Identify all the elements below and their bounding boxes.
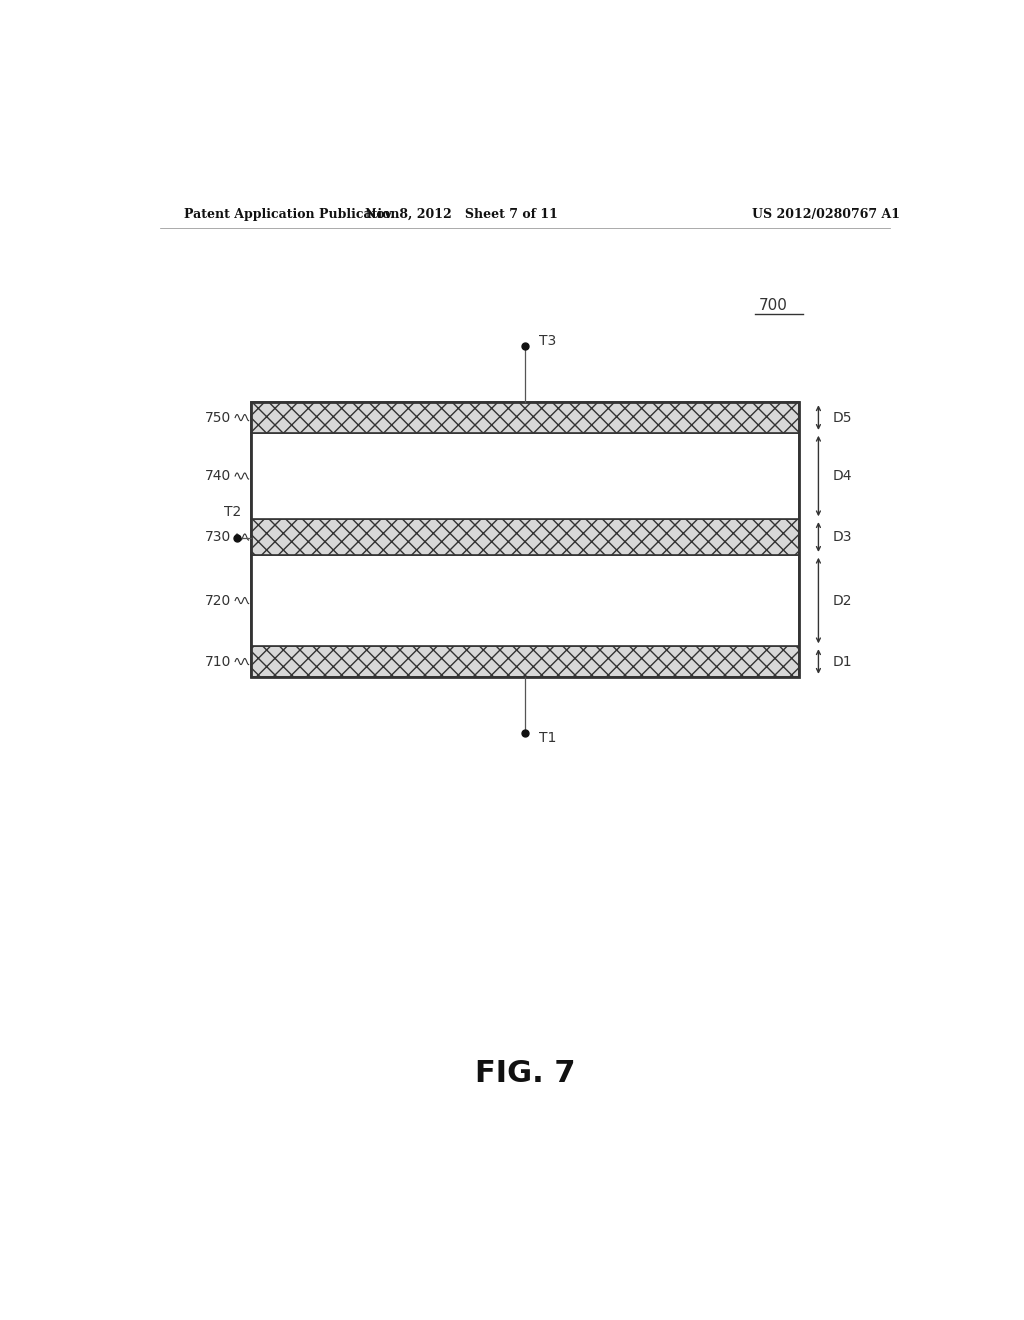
Text: T2: T2 xyxy=(224,506,242,519)
Bar xyxy=(251,403,799,677)
Text: D5: D5 xyxy=(833,411,852,425)
Bar xyxy=(251,647,799,677)
Text: Patent Application Publication: Patent Application Publication xyxy=(183,207,399,220)
Text: 730: 730 xyxy=(205,531,231,544)
Bar xyxy=(251,554,799,647)
Bar xyxy=(251,433,799,519)
Text: FIG. 7: FIG. 7 xyxy=(474,1059,575,1088)
Text: 740: 740 xyxy=(205,469,231,483)
Text: 720: 720 xyxy=(205,594,231,607)
Text: 750: 750 xyxy=(205,411,231,425)
Text: 700: 700 xyxy=(759,298,787,313)
Text: D3: D3 xyxy=(833,531,852,544)
Text: US 2012/0280767 A1: US 2012/0280767 A1 xyxy=(753,207,900,220)
Text: 710: 710 xyxy=(205,655,231,668)
Bar xyxy=(251,519,799,554)
Text: D1: D1 xyxy=(833,655,852,668)
Text: D4: D4 xyxy=(833,469,852,483)
Bar xyxy=(251,403,799,433)
Text: T3: T3 xyxy=(539,334,556,348)
Text: Nov. 8, 2012   Sheet 7 of 11: Nov. 8, 2012 Sheet 7 of 11 xyxy=(365,207,558,220)
Text: D2: D2 xyxy=(833,594,852,607)
Text: T1: T1 xyxy=(539,731,556,744)
